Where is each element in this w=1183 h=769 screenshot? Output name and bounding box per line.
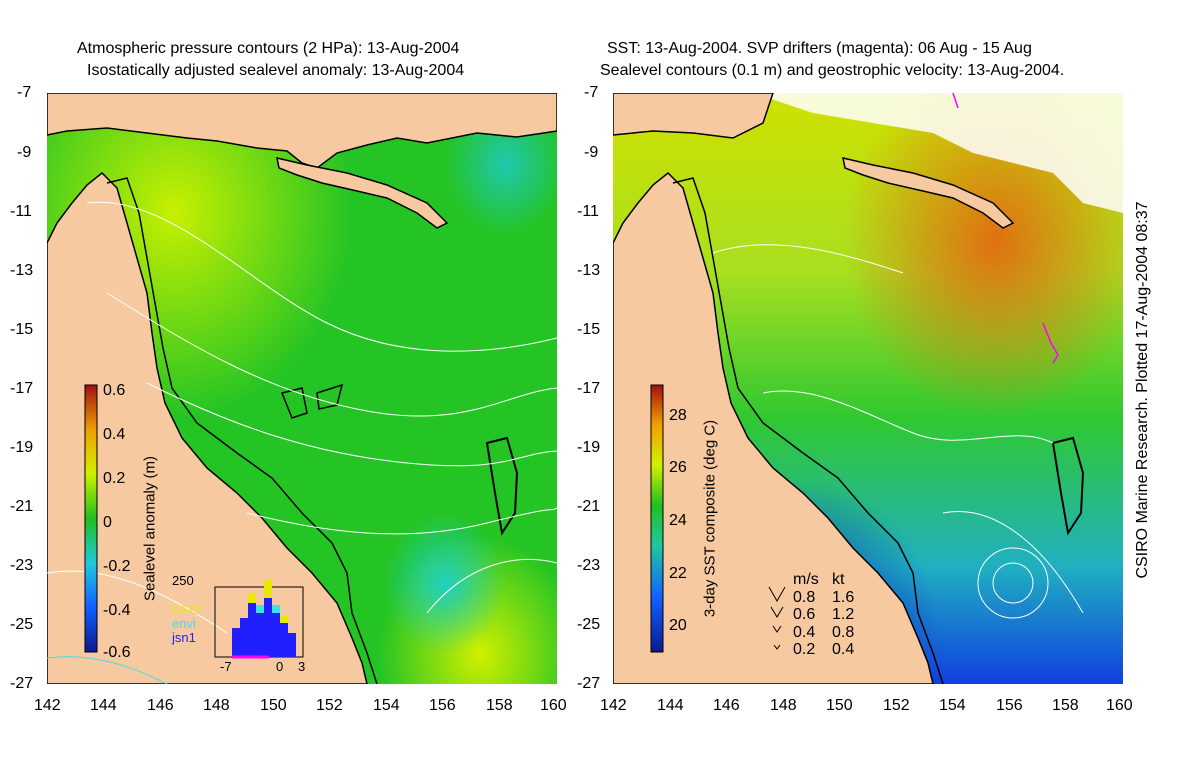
lat-tick-right: -15 — [577, 321, 601, 338]
right-colorbar-tick: 20 — [669, 617, 687, 634]
left-land-australia — [47, 171, 368, 684]
lat-tick-left: -11 — [10, 203, 32, 220]
lon-tick-left: 146 — [147, 697, 174, 714]
lat-tick-left: -25 — [10, 616, 34, 633]
lon-tick-right: 156 — [996, 697, 1023, 714]
lon-tick-right: 160 — [1106, 697, 1133, 714]
velocity-row-ms: 0.4 — [793, 624, 816, 641]
lat-tick-left: -13 — [10, 262, 34, 279]
lat-tick-left: -17 — [10, 380, 34, 397]
lat-tick-right: -27 — [577, 675, 601, 692]
lat-tick-right: -21 — [577, 498, 601, 515]
right-colorbar-label: 3-day SST composite (deg C) — [701, 419, 719, 618]
lon-tick-left: 150 — [260, 697, 287, 714]
sst-colorbar — [650, 384, 664, 653]
right-title-line1: SST: 13-Aug-2004. SVP drifters (magenta)… — [607, 40, 1032, 57]
lat-tick-right: -9 — [584, 144, 599, 161]
lon-tick-left: 152 — [316, 697, 343, 714]
credit-label: CSIRO Marine Research. Plotted 17-Aug-20… — [1134, 201, 1151, 578]
left-colorbar-tick: 0.2 — [103, 470, 126, 487]
lat-tick-left: -9 — [17, 144, 32, 161]
velocity-row-kt: 1.6 — [832, 589, 855, 606]
right-colorbar-tick: 24 — [669, 512, 687, 529]
left-colorbar-tick: -0.4 — [103, 602, 131, 619]
left-title-line2: Isostatically adjusted sealevel anomaly:… — [87, 62, 465, 79]
lon-tick-left: 148 — [203, 697, 230, 714]
lat-tick-left: -15 — [10, 321, 34, 338]
velocity-legend-arrows — [768, 586, 786, 650]
altimeter-histogram — [214, 580, 304, 659]
lon-tick-right: 144 — [657, 697, 684, 714]
histogram-x-label: 3 — [298, 659, 306, 674]
histogram-legend-jsn1: jsn1 — [172, 630, 196, 645]
velocity-row-ms: 0.2 — [793, 641, 816, 658]
lon-tick-right: 158 — [1052, 697, 1079, 714]
lat-tick-right: -17 — [577, 380, 601, 397]
lon-tick-right: 152 — [883, 697, 910, 714]
left-colorbar-tick: -0.6 — [103, 644, 131, 661]
credit-text: CSIRO Marine Research. Plotted 17-Aug-20… — [1134, 201, 1151, 578]
right-land-australia — [613, 171, 934, 684]
left-title-line1: Atmospheric pressure contours (2 HPa): 1… — [77, 40, 460, 57]
lon-tick-right: 154 — [939, 697, 966, 714]
lon-tick-left: 142 — [34, 697, 61, 714]
right-map — [613, 93, 1123, 684]
histogram-legend-envi: envi — [172, 616, 196, 631]
lat-tick-right: -25 — [577, 616, 601, 633]
lon-tick-left: 156 — [429, 697, 456, 714]
lon-tick-left: 154 — [373, 697, 400, 714]
lon-tick-right: 146 — [713, 697, 740, 714]
lon-tick-left: 160 — [540, 697, 567, 714]
left-colorbar-label: Sealevel anomaly (m) — [141, 455, 159, 602]
lon-tick-right: 148 — [770, 697, 797, 714]
lon-tick-right: 150 — [826, 697, 853, 714]
lon-tick-right: 142 — [600, 697, 627, 714]
lat-tick-left: -21 — [10, 498, 34, 515]
lon-tick-left: 158 — [486, 697, 513, 714]
velocity-row-kt: 1.2 — [832, 606, 855, 623]
velocity-header-ms: m/s — [793, 571, 819, 588]
lat-tick-right: -13 — [577, 262, 601, 279]
lon-tick-left: 144 — [90, 697, 117, 714]
histogram-x-label: -7 — [220, 659, 232, 674]
histogram-legend-gfo: GFO — [172, 602, 201, 617]
velocity-row-ms: 0.8 — [793, 589, 816, 606]
right-colorbar-tick: 26 — [669, 459, 687, 476]
velocity-row-kt: 0.4 — [832, 641, 855, 658]
velocity-row-kt: 0.8 — [832, 624, 855, 641]
velocity-row-ms: 0.6 — [793, 606, 816, 623]
right-title-line2: Sealevel contours (0.1 m) and geostrophi… — [600, 62, 1065, 79]
left-colorbar-tick: 0.6 — [103, 382, 126, 399]
sealevel-colorbar — [84, 384, 98, 653]
lat-tick-left: -27 — [10, 675, 34, 692]
lat-tick-left: -19 — [10, 439, 34, 456]
velocity-header-kt: kt — [832, 571, 845, 588]
right-colorbar-tick: 28 — [669, 407, 687, 424]
histogram-ymax: 250 — [172, 573, 194, 588]
right-colorbar-tick: 22 — [669, 565, 687, 582]
histogram-x-label: 0 — [276, 659, 284, 674]
lat-tick-right: -11 — [577, 203, 599, 220]
left-map — [47, 93, 557, 684]
lat-tick-right: -23 — [577, 557, 601, 574]
lat-tick-right: -19 — [577, 439, 601, 456]
lat-tick-left: -7 — [17, 84, 32, 101]
left-colorbar-tick: 0 — [103, 514, 112, 531]
left-colorbar-tick: -0.2 — [103, 558, 131, 575]
lat-tick-right: -7 — [584, 84, 599, 101]
lat-tick-left: -23 — [10, 557, 34, 574]
left-colorbar-tick: 0.4 — [103, 426, 126, 443]
